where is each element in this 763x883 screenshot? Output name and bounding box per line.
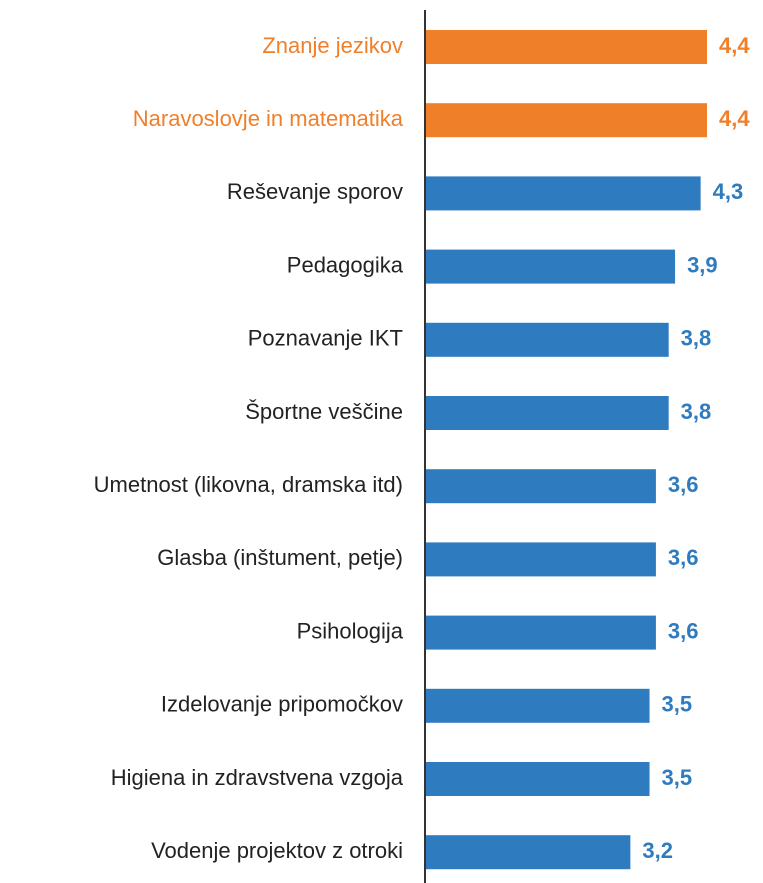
bar bbox=[426, 469, 656, 504]
value-label: 3,9 bbox=[687, 252, 718, 277]
category-label: Pedagogika bbox=[287, 252, 404, 277]
category-label: Psihologija bbox=[297, 618, 404, 643]
bar bbox=[426, 615, 656, 650]
category-label: Reševanje sporov bbox=[227, 179, 403, 204]
category-label: Higiena in zdravstvena vzgoja bbox=[111, 765, 404, 790]
bar bbox=[426, 30, 707, 64]
bar bbox=[426, 103, 707, 138]
value-label: 4,3 bbox=[713, 179, 744, 204]
bar bbox=[426, 322, 669, 357]
category-label: Vodenje projektov z otroki bbox=[151, 838, 403, 863]
category-label: Glasba (inštument, petje) bbox=[157, 545, 403, 570]
value-label: 3,6 bbox=[668, 545, 699, 570]
bar bbox=[426, 396, 669, 430]
value-label: 3,6 bbox=[668, 618, 699, 643]
value-label: 3,6 bbox=[668, 472, 699, 497]
value-label: 3,2 bbox=[642, 838, 673, 863]
bar bbox=[426, 835, 631, 870]
bar bbox=[426, 542, 656, 577]
value-label: 3,8 bbox=[681, 399, 712, 424]
category-label: Športne veščine bbox=[245, 399, 403, 424]
bar bbox=[426, 176, 701, 211]
value-label: 3,5 bbox=[662, 765, 693, 790]
value-label: 3,8 bbox=[681, 326, 712, 351]
category-label: Znanje jezikov bbox=[262, 33, 403, 58]
category-label: Umetnost (likovna, dramska itd) bbox=[94, 472, 403, 497]
category-label: Izdelovanje pripomočkov bbox=[161, 692, 403, 717]
category-label: Naravoslovje in matematika bbox=[133, 106, 404, 131]
value-label: 4,4 bbox=[719, 106, 750, 131]
bar bbox=[426, 762, 650, 796]
value-label: 4,4 bbox=[719, 33, 750, 58]
value-label: 3,5 bbox=[662, 692, 693, 717]
bar bbox=[426, 688, 650, 723]
bar bbox=[426, 249, 676, 284]
category-label: Poznavanje IKT bbox=[248, 326, 403, 351]
